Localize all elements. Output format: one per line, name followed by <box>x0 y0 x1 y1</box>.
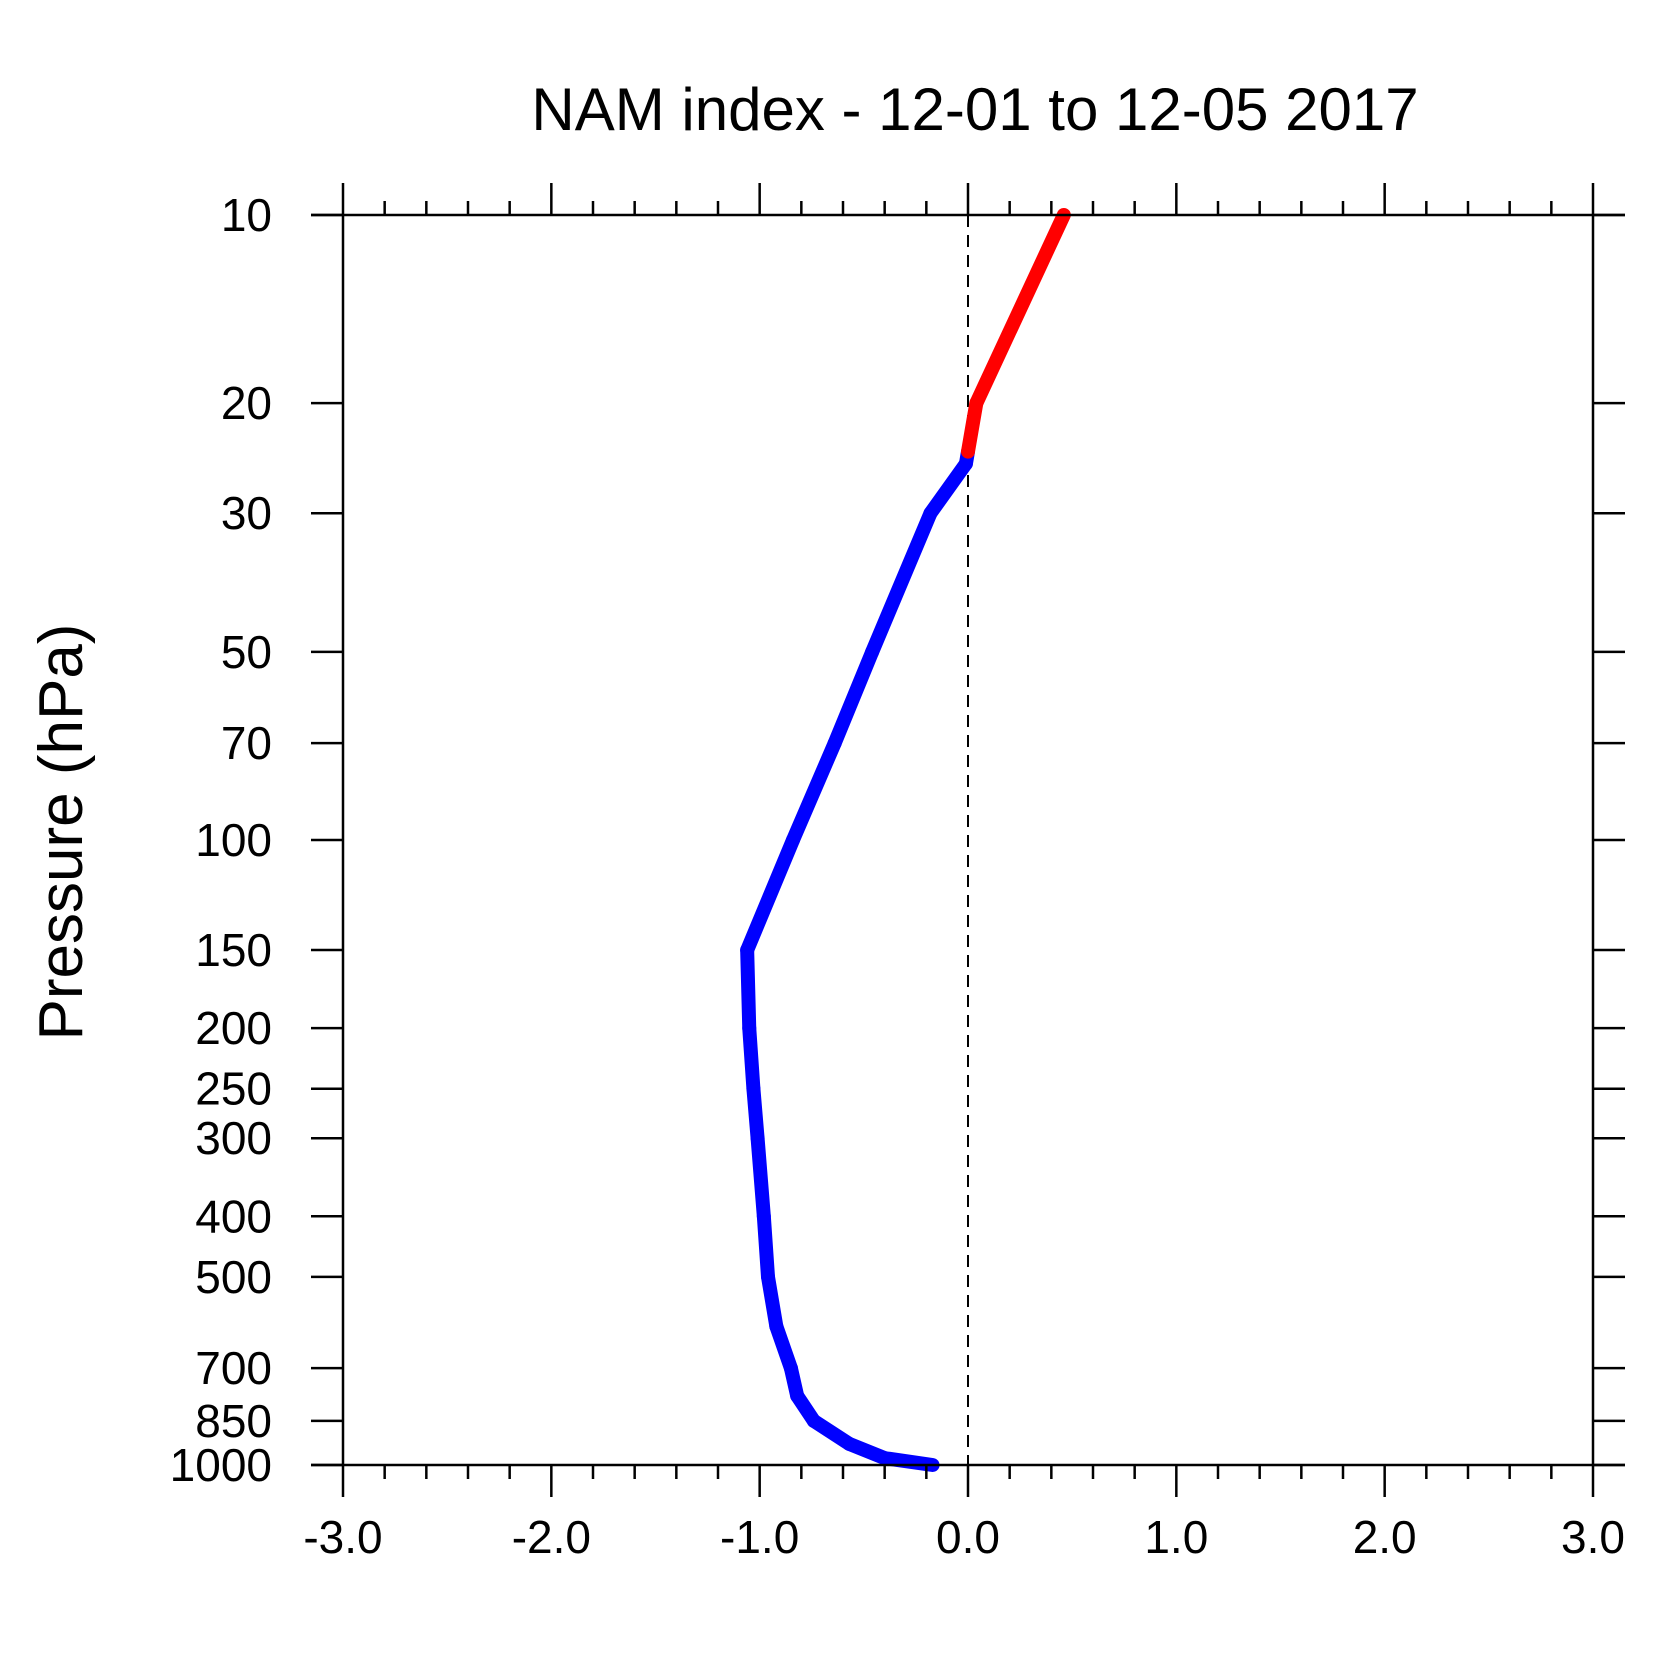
nam-profile-segment <box>740 943 757 1036</box>
nam-profile-segment <box>969 208 1071 411</box>
y-tick-label: 400 <box>195 1190 272 1242</box>
nam-profile-segment <box>923 456 973 521</box>
nam-profile-segment <box>750 1131 771 1224</box>
y-tick-label: 30 <box>221 487 272 539</box>
y-axis-title: Pressure (hPa) <box>27 624 96 1041</box>
y-tick-label: 100 <box>195 814 272 866</box>
nam-profile-segment <box>769 1319 798 1376</box>
nam-profile-segment <box>865 506 938 659</box>
y-tick-label: 50 <box>221 626 272 678</box>
y-tick-label: 850 <box>195 1395 272 1447</box>
nam-profile-segment <box>827 644 880 751</box>
nam-profile-segment <box>961 396 984 459</box>
y-tick-label: 1000 <box>170 1439 272 1491</box>
nam-profile-segment <box>740 833 800 958</box>
y-tick-label: 500 <box>195 1251 272 1303</box>
nam-profile-segment <box>786 736 842 847</box>
y-tick-label: 20 <box>221 377 272 429</box>
nam-profile-segment <box>806 1413 857 1451</box>
y-tick-label: 300 <box>195 1112 272 1164</box>
chart-title: NAM index - 12-01 to 12-05 2017 <box>531 76 1418 143</box>
x-tick-label: -2.0 <box>512 1511 591 1563</box>
x-tick-label: -3.0 <box>303 1511 382 1563</box>
x-tick-label: 3.0 <box>1561 1511 1625 1563</box>
y-tick-label: 200 <box>195 1002 272 1054</box>
x-tick-label: 0.0 <box>936 1511 1000 1563</box>
nam-profile-segment <box>746 1081 765 1146</box>
nam-profile-segment <box>756 1209 775 1284</box>
nam-profile-segment <box>761 1269 784 1334</box>
y-tick-label: 150 <box>195 924 272 976</box>
y-tick-label: 250 <box>195 1063 272 1115</box>
x-tick-label: -1.0 <box>720 1511 799 1563</box>
x-tick-label: 1.0 <box>1144 1511 1208 1563</box>
x-tick-label: 2.0 <box>1353 1511 1417 1563</box>
y-tick-label: 700 <box>195 1342 272 1394</box>
nam-profile-segment <box>742 1021 761 1096</box>
y-tick-label: 70 <box>221 717 272 769</box>
y-tick-label: 10 <box>221 189 272 241</box>
